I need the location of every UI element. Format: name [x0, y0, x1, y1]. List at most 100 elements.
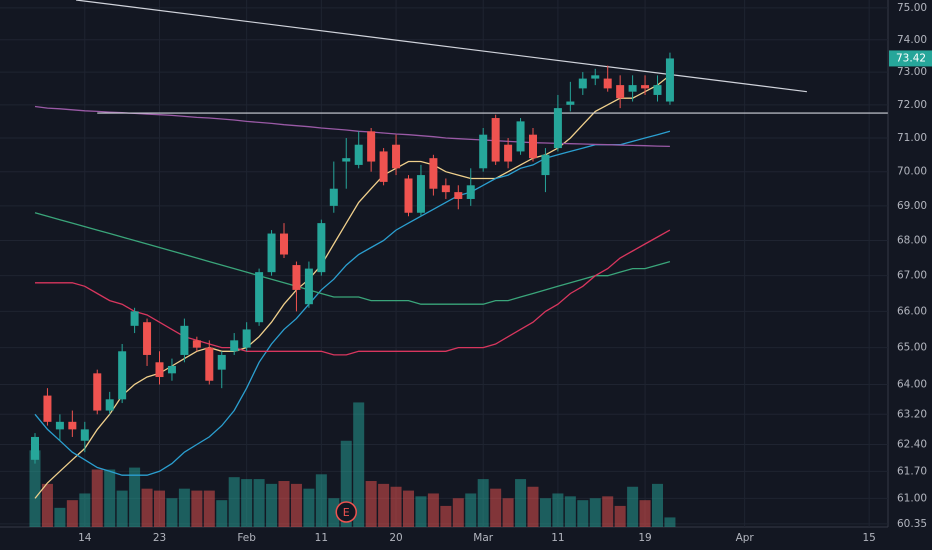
candle-body	[143, 322, 152, 355]
volume-bar	[116, 490, 128, 527]
candle	[304, 261, 313, 308]
volume-bar	[191, 490, 203, 527]
candle-body	[641, 85, 650, 89]
candle-body	[553, 108, 562, 149]
candle-body	[93, 373, 102, 411]
y-tick-label: 62.40	[897, 439, 927, 451]
volume-bar	[154, 490, 165, 527]
candle	[217, 351, 226, 389]
volume-bar	[104, 469, 116, 527]
candle-body	[504, 144, 513, 162]
x-tick-label: Apr	[736, 532, 755, 544]
candle	[404, 175, 413, 217]
candle-body	[603, 78, 612, 89]
candle	[628, 75, 637, 102]
volume-bar	[477, 479, 489, 527]
x-tick-label: 19	[638, 532, 651, 544]
volume-bar	[178, 488, 190, 527]
candle-body	[155, 362, 164, 378]
candle-body	[454, 192, 463, 199]
candle	[429, 154, 438, 196]
volume-bar	[564, 496, 576, 527]
candle	[653, 75, 662, 102]
volume-bar	[527, 486, 539, 527]
x-tick-label: 15	[862, 532, 875, 544]
candle-body	[429, 158, 438, 189]
candle-body	[230, 340, 239, 352]
y-tick-label: 72.00	[897, 99, 927, 111]
candle	[329, 161, 338, 213]
ma-line	[35, 229, 671, 356]
volume-bar	[490, 488, 502, 527]
volume-bar	[91, 469, 103, 527]
y-tick-label: 75.00	[897, 2, 927, 14]
candle	[454, 185, 463, 210]
candle	[242, 322, 251, 352]
volume-bar	[627, 486, 639, 527]
candle-body	[205, 347, 214, 381]
candle	[379, 148, 388, 186]
volume-bar	[652, 483, 663, 527]
y-tick-label: 69.00	[897, 200, 927, 212]
candle-body	[479, 134, 488, 169]
y-tick-label: 61.00	[897, 492, 927, 504]
y-tick-label: 73.00	[897, 66, 927, 78]
volume-bar	[203, 490, 215, 527]
volume-bar	[340, 440, 352, 527]
candle-body	[31, 436, 39, 460]
candle	[93, 369, 102, 415]
volume-bar	[303, 488, 315, 527]
candle	[130, 307, 139, 334]
candle	[267, 230, 276, 276]
volume-bar	[664, 517, 676, 527]
candle-body	[43, 395, 52, 422]
candle-body	[292, 265, 301, 290]
candle	[55, 414, 64, 441]
candle	[466, 168, 475, 206]
candle	[342, 138, 351, 189]
candle-body	[192, 340, 201, 348]
candle	[416, 164, 425, 217]
candle-body	[491, 118, 500, 162]
volume-bar	[328, 498, 340, 527]
candle	[155, 351, 164, 385]
candle	[31, 433, 39, 464]
candle-body	[616, 85, 625, 99]
candle	[354, 131, 363, 169]
candle	[504, 138, 513, 169]
candle-body	[118, 351, 127, 400]
candle	[367, 128, 376, 172]
candle-body	[55, 421, 64, 430]
candle-body	[367, 131, 376, 162]
candle	[80, 421, 89, 453]
volume-bar	[278, 481, 290, 527]
y-tick-label: 60.35	[897, 518, 927, 530]
volume-bar	[129, 467, 141, 527]
candle-body	[317, 223, 326, 273]
volume-bar	[589, 498, 601, 527]
candle-body	[342, 158, 351, 162]
candle	[553, 94, 562, 152]
candle-body	[130, 311, 139, 326]
candle-body	[416, 175, 425, 213]
volume-bar	[29, 450, 41, 527]
candle-body	[80, 429, 89, 441]
candle	[255, 268, 264, 326]
y-tick-label: 65.00	[897, 342, 927, 354]
candle-body	[541, 154, 550, 176]
volume-bar	[515, 479, 527, 527]
volume-bar	[602, 496, 614, 527]
candle-body	[665, 58, 674, 102]
candle	[118, 343, 127, 404]
volume-bar	[415, 496, 427, 527]
candle	[665, 52, 674, 105]
y-tick-label: 66.00	[897, 305, 927, 317]
candle	[292, 261, 301, 312]
volume-bar	[365, 481, 377, 527]
volume-bar	[315, 474, 327, 527]
candle	[280, 223, 288, 259]
candle-body	[441, 185, 450, 193]
last-price-label: 73.42	[896, 52, 926, 64]
volume-bar	[66, 500, 78, 527]
